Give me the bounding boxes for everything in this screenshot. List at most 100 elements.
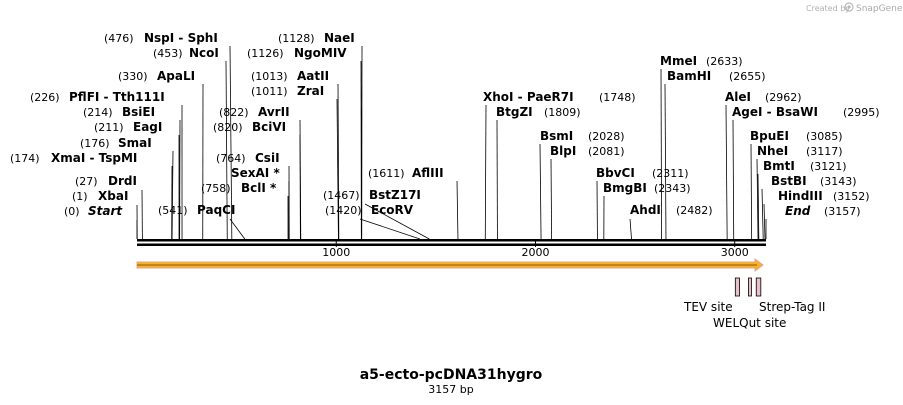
site-name: BmgBI xyxy=(603,181,647,195)
features: TEV site WELQut site Strep-Tag II xyxy=(683,277,825,330)
site-position: (2482) xyxy=(676,204,713,217)
site-marker-line xyxy=(664,83,667,240)
site-position: (820) xyxy=(213,121,243,134)
site-bsiei: BsiEI (214) xyxy=(83,105,181,240)
site-marker-line xyxy=(756,158,759,240)
feature-welqut-site: WELQut site xyxy=(713,277,786,330)
site-position: (1748) xyxy=(599,91,636,104)
plasmid-length: 3157 bp xyxy=(428,383,473,396)
feature-box xyxy=(734,277,740,297)
site-name: BmtI xyxy=(763,159,795,173)
site-marker-line xyxy=(732,119,735,240)
site-position: (2962) xyxy=(765,91,802,104)
scale-tick-label: 1000 xyxy=(322,246,350,259)
site-name: EcoRV xyxy=(371,203,414,217)
site-name: PflFI - Tth111I xyxy=(69,90,165,104)
site-name: AleI xyxy=(725,90,751,104)
site-position: (2655) xyxy=(729,70,766,83)
site-position: (2343) xyxy=(654,182,691,195)
site-marker-line xyxy=(750,143,753,240)
site-marker-line xyxy=(456,180,459,240)
site-name: EagI xyxy=(133,120,162,134)
site-marker-line xyxy=(336,98,339,240)
restriction-sites: Start (0) XbaI (1) DrdI (27) XmaI - TspMI (174)… xyxy=(10,31,880,240)
site-position: (3121) xyxy=(810,160,847,173)
feature-label: TEV site xyxy=(683,300,733,314)
credit-brand: SnapGene xyxy=(856,4,903,14)
site-bcli: BclI * (758) xyxy=(201,181,289,240)
site-position: (3152) xyxy=(833,190,870,203)
site-drdi: DrdI (27) xyxy=(75,174,143,240)
site-position: (1128) xyxy=(278,32,315,45)
site-position: (211) xyxy=(94,121,124,134)
site-marker-line xyxy=(629,218,632,240)
site-marker-line xyxy=(337,83,340,240)
site-name: BsiEI xyxy=(122,105,155,119)
site-marker-line xyxy=(660,68,662,240)
feature-strep-tag-ii: Strep-Tag II xyxy=(755,277,825,314)
site-name: BamHI xyxy=(667,69,711,83)
site-start: Start (0) xyxy=(64,204,138,239)
site-name: AgeI - BsaWI xyxy=(732,105,818,119)
feature-tev-site: TEV site xyxy=(683,277,740,314)
site-position: (764) xyxy=(216,152,246,165)
site-name: BpuEI xyxy=(750,129,789,143)
site-ahdi: AhdI (2482) xyxy=(629,203,713,240)
site-position: (3117) xyxy=(806,145,843,158)
site-bstbi: BstBI (3143) xyxy=(761,174,857,240)
site-avrii: AvrII (822) xyxy=(219,105,302,240)
site-sexai: SexAI * xyxy=(231,166,290,240)
orf-arrow xyxy=(136,258,764,272)
site-position: (2633) xyxy=(706,55,743,68)
site-position: (1) xyxy=(72,190,88,203)
site-zrai: ZraI (1011) xyxy=(251,84,339,240)
site-name: SmaI xyxy=(118,136,152,150)
site-name: XmaI - TspMI xyxy=(51,151,137,165)
site-position: (1013) xyxy=(251,70,288,83)
site-blpi: BlpI (2081) xyxy=(550,144,625,240)
site-position: (1126) xyxy=(247,47,284,60)
site-marker-line xyxy=(725,104,728,240)
site-marker-line xyxy=(229,218,246,240)
site-position: (1467) xyxy=(323,189,360,202)
site-name: BlpI xyxy=(550,144,576,158)
site-btgzi: BtgZI (1809) xyxy=(496,105,581,240)
site-marker-line xyxy=(225,60,228,240)
site-name: ApaLI xyxy=(157,69,195,83)
site-name: BciVI xyxy=(252,120,286,134)
site-position: (330) xyxy=(118,70,148,83)
site-position: (822) xyxy=(219,106,249,119)
site-name: XhoI - PaeR7I xyxy=(483,90,574,104)
site-name: BtgZI xyxy=(496,105,533,119)
site-paqci: PaqCI (541) xyxy=(158,203,246,240)
site-marker-line xyxy=(364,203,430,240)
site-csii: CsiI (764) xyxy=(216,151,290,240)
site-nhei: NheI (3117) xyxy=(756,144,843,240)
site-eagi: EagI (211) xyxy=(94,120,180,240)
site-position: (176) xyxy=(80,137,110,150)
site-xhoi-paer7i: XhoI - PaeR7I (1748) xyxy=(483,90,636,240)
site-bmgbi: BmgBI (2343) xyxy=(603,181,691,240)
site-bamhi: BamHI (2655) xyxy=(664,69,766,240)
site-position: (214) xyxy=(83,106,113,119)
scale-ticks: 1000 2000 3000 xyxy=(322,241,749,259)
site-agei-bsawi: AgeI - BsaWI (2995) xyxy=(732,105,880,240)
site-position: (0) xyxy=(64,205,80,218)
site-position: (453) xyxy=(153,47,183,60)
site-xbai: XbaI (1) xyxy=(72,189,138,240)
site-marker-line xyxy=(229,45,233,240)
site-position: (1420) xyxy=(325,204,362,217)
site-apali: ApaLI (330) xyxy=(118,69,204,240)
site-name: NcoI xyxy=(189,46,219,60)
site-marker-line xyxy=(484,104,487,240)
scale-tick-label: 3000 xyxy=(721,246,749,259)
site-nspi-sphi: NspI - SphI (476) xyxy=(104,31,233,240)
site-position: (2311) xyxy=(652,167,689,180)
site-name: Start xyxy=(88,204,123,218)
site-position: (174) xyxy=(10,152,40,165)
site-position: (3143) xyxy=(820,175,857,188)
snapgene-logo-icon xyxy=(844,2,854,12)
feature-box xyxy=(748,277,752,297)
site-name: End xyxy=(785,204,811,218)
site-marker-line xyxy=(359,218,421,240)
